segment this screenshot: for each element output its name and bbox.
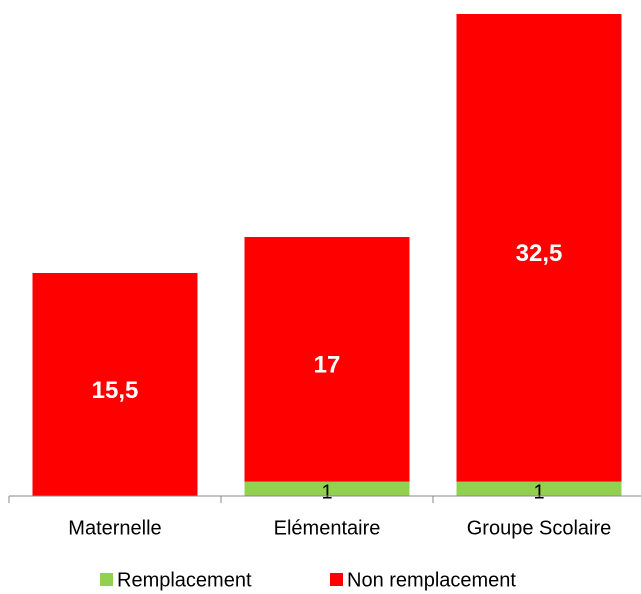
legend-swatch	[100, 573, 113, 586]
data-label: 15,5	[92, 377, 139, 404]
x-tick-label: Elémentaire	[274, 517, 381, 539]
data-label: 17	[314, 352, 341, 379]
x-tick-label: Groupe Scolaire	[467, 517, 612, 539]
legend-label: Remplacement	[117, 569, 252, 591]
legend-swatch	[330, 573, 343, 586]
bar-segment	[32, 272, 198, 496]
bar-segment	[244, 481, 410, 496]
x-tick-label: Maternelle	[68, 517, 161, 539]
bar-segment	[244, 237, 410, 482]
legend-label: Non remplacement	[347, 569, 516, 591]
data-label: 32,5	[516, 240, 563, 267]
bar-segment	[456, 481, 622, 496]
data-label: 1	[321, 481, 332, 503]
bar-segment	[456, 14, 622, 482]
data-label: 1	[533, 481, 544, 503]
